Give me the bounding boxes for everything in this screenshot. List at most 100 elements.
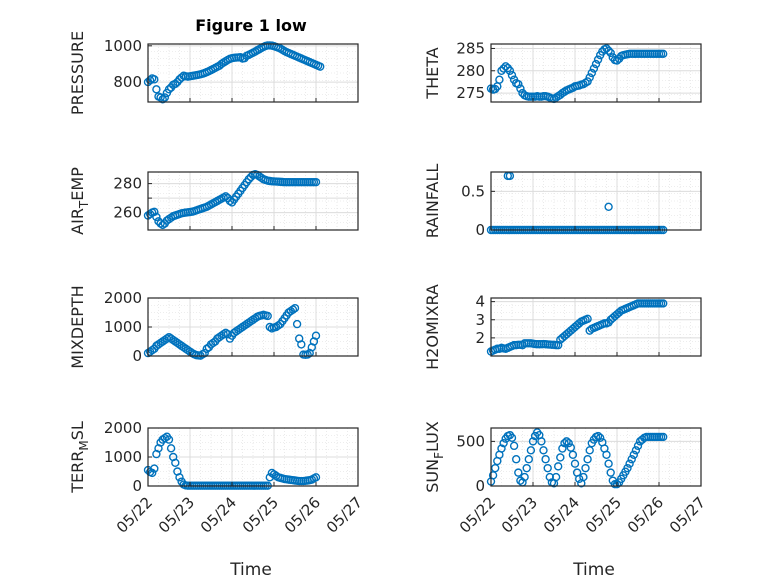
data-point	[583, 77, 592, 86]
y-axis-label: H2OMIXRA	[423, 284, 442, 370]
data-point	[219, 330, 228, 339]
data-point	[575, 474, 584, 484]
data-point	[156, 93, 165, 102]
y-tick-label: 800	[113, 73, 142, 91]
figure-title: Figure 1 low	[195, 16, 307, 35]
data-point	[602, 450, 611, 459]
y-tick-label: 500	[456, 432, 485, 450]
data-point	[539, 446, 548, 455]
axes-box	[490, 43, 702, 103]
subplot-rainfall: 0 0.5 RAINFALL	[423, 164, 702, 239]
data-point	[633, 441, 643, 451]
data-point	[627, 455, 636, 464]
y-tick-label: 260	[113, 204, 142, 222]
data-point	[311, 177, 321, 187]
y-tick-label: 275	[456, 84, 485, 102]
data-point	[202, 344, 212, 353]
y-axis-label: PRESSURE	[68, 31, 87, 115]
data-point	[292, 319, 302, 329]
data-point	[150, 75, 159, 84]
axes-box	[490, 297, 702, 357]
data-point	[562, 437, 571, 446]
data-point	[225, 196, 235, 206]
data-point	[150, 207, 159, 217]
data-point	[497, 444, 506, 453]
data-point	[171, 79, 180, 89]
data-point	[200, 348, 209, 358]
data-point	[147, 468, 157, 478]
data-point	[507, 71, 517, 80]
data-point	[606, 48, 615, 58]
y-axis-label: TERRMSL	[68, 421, 91, 494]
data-point	[545, 472, 554, 482]
axes-box	[147, 297, 359, 357]
data-point	[585, 73, 594, 82]
subplot-theta: 275 280 285 THETA	[423, 39, 702, 104]
data-point	[221, 192, 230, 201]
data-point	[593, 55, 603, 64]
data-point	[158, 95, 167, 104]
axes-box	[147, 427, 359, 487]
subplot-mixdepth: 0 1000 2000 MIXDEPTH	[68, 285, 359, 369]
data-point	[612, 56, 622, 65]
y-tick-label: 285	[456, 39, 485, 57]
y-tick-label: 0.5	[461, 182, 485, 200]
data-point	[244, 175, 254, 184]
data-point	[579, 472, 588, 482]
data-point	[507, 433, 517, 443]
data-point	[589, 64, 599, 73]
data-point	[556, 453, 565, 462]
y-axis-label: AIRTEMP	[68, 167, 91, 235]
subplot-pressure: 800 1000 PRESSURE	[68, 31, 359, 115]
data-point	[659, 432, 668, 442]
x-tick-label: 05/22	[456, 493, 499, 536]
y-tick-label: 2000	[104, 289, 142, 307]
data-point	[612, 480, 622, 489]
data-point	[263, 311, 272, 321]
data-point	[488, 471, 498, 480]
data-point	[537, 437, 546, 446]
y-tick-label: 1000	[104, 448, 142, 466]
data-point	[585, 326, 594, 335]
data-point	[570, 459, 580, 468]
y-tick-label: 0	[132, 477, 142, 495]
y-tick-label: 1000	[104, 318, 142, 336]
data-point	[526, 446, 536, 455]
data-point	[520, 472, 529, 482]
data-point	[583, 314, 592, 324]
x-tick-label: 05/27	[666, 493, 709, 536]
data-point	[543, 463, 552, 473]
data-point	[217, 59, 226, 69]
data-point	[160, 93, 170, 102]
data-point	[522, 463, 531, 473]
data-point	[524, 455, 533, 464]
data-point	[564, 438, 573, 448]
data-point	[505, 66, 515, 75]
data-point	[491, 463, 500, 473]
data-point	[629, 450, 638, 459]
axes-box	[147, 43, 359, 103]
data-point	[623, 463, 632, 473]
x-tick-label: 05/23	[498, 493, 541, 536]
y-tick-label: 2	[475, 329, 485, 347]
y-tick-label: 1000	[104, 37, 142, 55]
data-point	[583, 455, 592, 464]
data-point	[152, 212, 161, 222]
data-point	[274, 321, 283, 330]
y-tick-label: 3	[475, 311, 485, 329]
y-tick-label: 280	[456, 62, 485, 80]
y-tick-label: 4	[475, 293, 485, 311]
data-point	[509, 441, 519, 451]
data-point	[566, 443, 575, 452]
x-axis-label-left: Time	[229, 560, 272, 580]
data-point	[311, 331, 321, 340]
data-point	[297, 340, 306, 349]
data-point	[152, 85, 161, 94]
axes-box	[147, 171, 359, 231]
data-point	[516, 84, 525, 93]
data-point	[554, 462, 563, 471]
data-point	[514, 79, 523, 89]
